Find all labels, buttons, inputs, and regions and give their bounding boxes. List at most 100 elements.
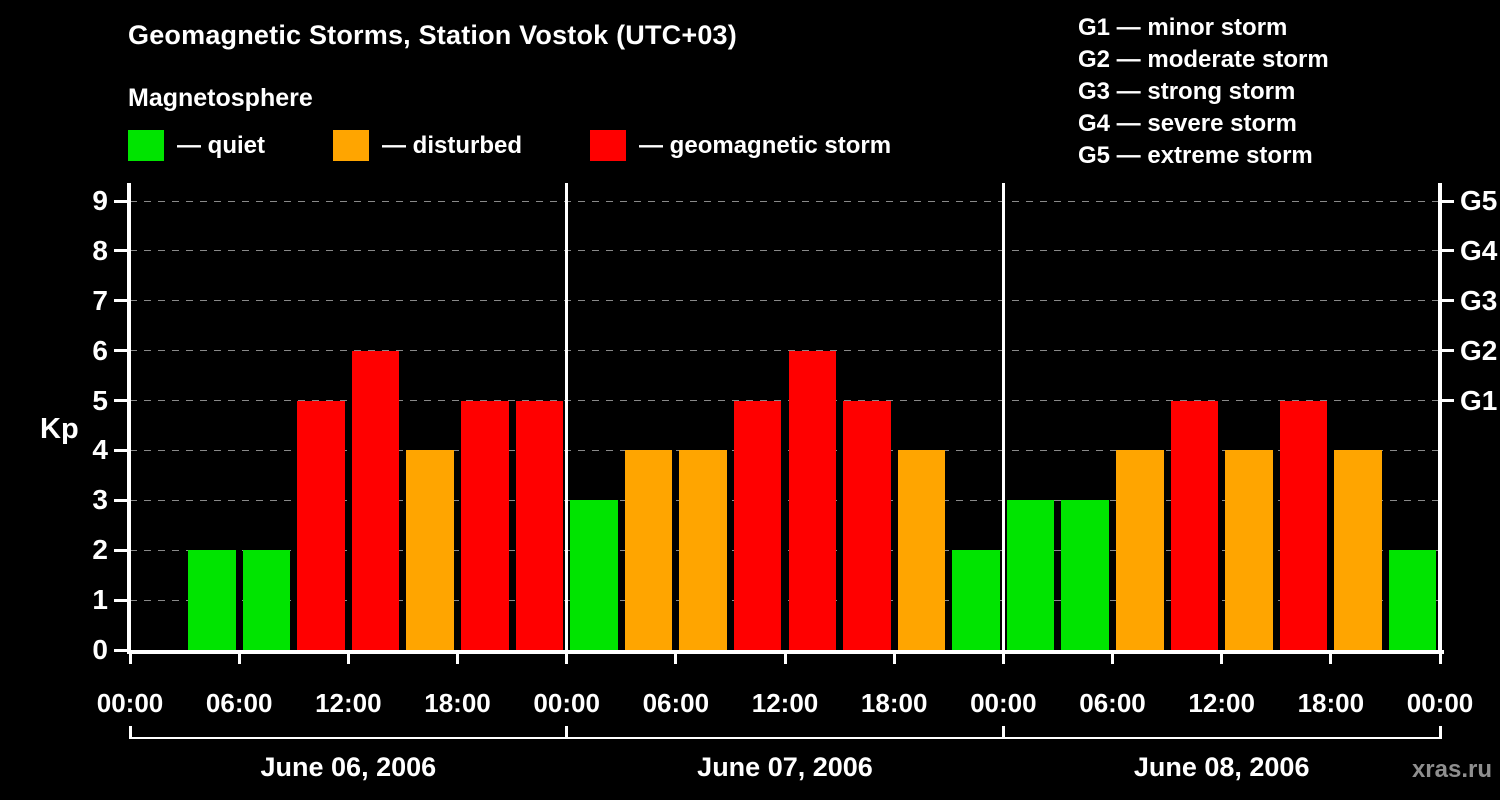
x-axis-tick [128, 654, 132, 664]
right-axis-tick [1441, 299, 1454, 303]
x-axis-time-label: 18:00 [1297, 688, 1365, 718]
day-bracket-line [130, 737, 1440, 739]
kp-bar [297, 400, 345, 650]
gridline-kp-1 [130, 599, 1440, 601]
storm-scale-g1: G1 — minor storm [1078, 14, 1288, 41]
quiet-color-swatch [128, 130, 164, 161]
kp-bar [461, 400, 509, 650]
y-axis-title: Kp [40, 413, 79, 445]
gridline-kp-7 [130, 300, 1440, 302]
x-axis-tick [346, 654, 350, 664]
x-axis-time-label: 00:00 [1406, 688, 1474, 718]
x-axis-time-label: 12:00 [1188, 688, 1255, 718]
x-axis-time-label: 18:00 [424, 688, 491, 718]
x-axis-time-label: 06:00 [642, 688, 710, 718]
x-axis-tick [1438, 654, 1442, 664]
gridline-kp-4 [130, 449, 1440, 451]
x-axis-tick [1001, 654, 1005, 664]
y-axis-tick-label: 6 [92, 334, 108, 366]
y-axis-tick-label: 3 [92, 484, 108, 516]
x-axis-tick [1329, 654, 1333, 664]
legend-label-disturbed: — disturbed [382, 131, 523, 159]
gridline-kp-5 [130, 400, 1440, 402]
right-axis-tick [1441, 249, 1454, 253]
day-bracket-tick [128, 726, 132, 739]
y-axis-tick [114, 598, 127, 602]
y-axis-tick [114, 648, 127, 652]
y-axis-line [127, 183, 131, 654]
kp-bar [1388, 550, 1437, 650]
x-axis-tick [1220, 654, 1224, 664]
storm-color-swatch [590, 130, 627, 161]
kp-bar [1061, 500, 1109, 650]
x-axis-time-label: 12:00 [751, 688, 819, 718]
right-axis-line [1438, 183, 1442, 654]
y-axis-tick-label: 4 [92, 434, 108, 466]
kp-bar [679, 450, 727, 650]
legend-label-quiet: — quiet [177, 131, 265, 159]
kp-bar [1006, 500, 1055, 650]
x-axis-time-label: 06:00 [1079, 688, 1146, 718]
kp-bar [1279, 400, 1328, 650]
right-axis-tick [1441, 199, 1454, 203]
day-label: June 08, 2006 [1133, 752, 1310, 782]
x-axis-time-label: 00:00 [970, 688, 1037, 718]
x-axis-time-label: 18:00 [860, 688, 928, 718]
g-scale-tick-label: G5 [1460, 185, 1498, 216]
g-scale-tick-label: G4 [1460, 234, 1498, 266]
kp-bar [952, 550, 1000, 650]
storm-scale-g3: G3 — strong storm [1078, 78, 1296, 105]
x-axis-time-label: 00:00 [533, 688, 600, 718]
storm-scale-g2: G2 — moderate storm [1078, 46, 1329, 73]
kp-bar [242, 550, 291, 650]
y-axis-tick [114, 498, 127, 502]
kp-bar [624, 450, 673, 650]
x-axis-tick [783, 654, 787, 664]
day-label: June 06, 2006 [260, 752, 437, 782]
x-axis-time-label: 12:00 [315, 688, 382, 718]
kp-bar [788, 350, 837, 650]
x-axis-tick [456, 654, 459, 664]
x-axis-tick [1111, 654, 1114, 664]
x-axis-tick [565, 654, 569, 664]
x-axis-tick [892, 654, 896, 664]
g-scale-tick-label: G2 [1460, 334, 1498, 366]
gridline-kp-2 [130, 549, 1440, 551]
kp-bar [1334, 450, 1382, 650]
kp-bar [897, 450, 946, 650]
kp-bar [1225, 450, 1273, 650]
kp-color-legend: — quiet — disturbed — geomagnetic storm [128, 130, 891, 161]
day-separator-line [1001, 183, 1005, 650]
legend-item-disturbed: — disturbed [333, 130, 522, 161]
kp-bar [406, 450, 454, 650]
y-axis-tick [114, 349, 127, 353]
x-axis-line [127, 650, 1444, 654]
legend-item-storm: — geomagnetic storm [590, 130, 891, 161]
day-bracket-tick [565, 726, 569, 739]
y-axis-tick-label: 7 [92, 284, 108, 316]
y-axis-tick [114, 448, 127, 452]
legend-item-quiet: — quiet [128, 130, 265, 161]
x-axis-time-label: 06:00 [205, 688, 273, 718]
storm-scale-g5: G5 — extreme storm [1078, 142, 1313, 169]
kp-bar [188, 550, 236, 650]
y-axis-tick-label: 8 [92, 234, 108, 266]
y-axis-tick-label: 2 [92, 534, 108, 566]
y-axis-tick [114, 199, 127, 203]
legend-label-storm: — geomagnetic storm [639, 131, 892, 159]
gridline-kp-6 [130, 350, 1440, 352]
right-axis-tick [1441, 399, 1454, 403]
x-axis-tick [237, 654, 241, 664]
y-axis-tick-label: 5 [92, 384, 108, 416]
y-axis-tick [114, 399, 127, 403]
storm-scale-legend: G1 — minor storm G2 — moderate storm G3 … [1078, 12, 1329, 172]
y-axis-tick [114, 548, 127, 552]
disturbed-color-swatch [333, 130, 369, 161]
day-label: June 07, 2006 [697, 752, 873, 782]
g-scale-tick-label: G3 [1460, 284, 1498, 316]
chart-title: Geomagnetic Storms, Station Vostok (UTC+… [128, 20, 737, 50]
kp-bar [1116, 450, 1164, 650]
magnetosphere-legend-title: Magnetosphere [128, 84, 313, 112]
